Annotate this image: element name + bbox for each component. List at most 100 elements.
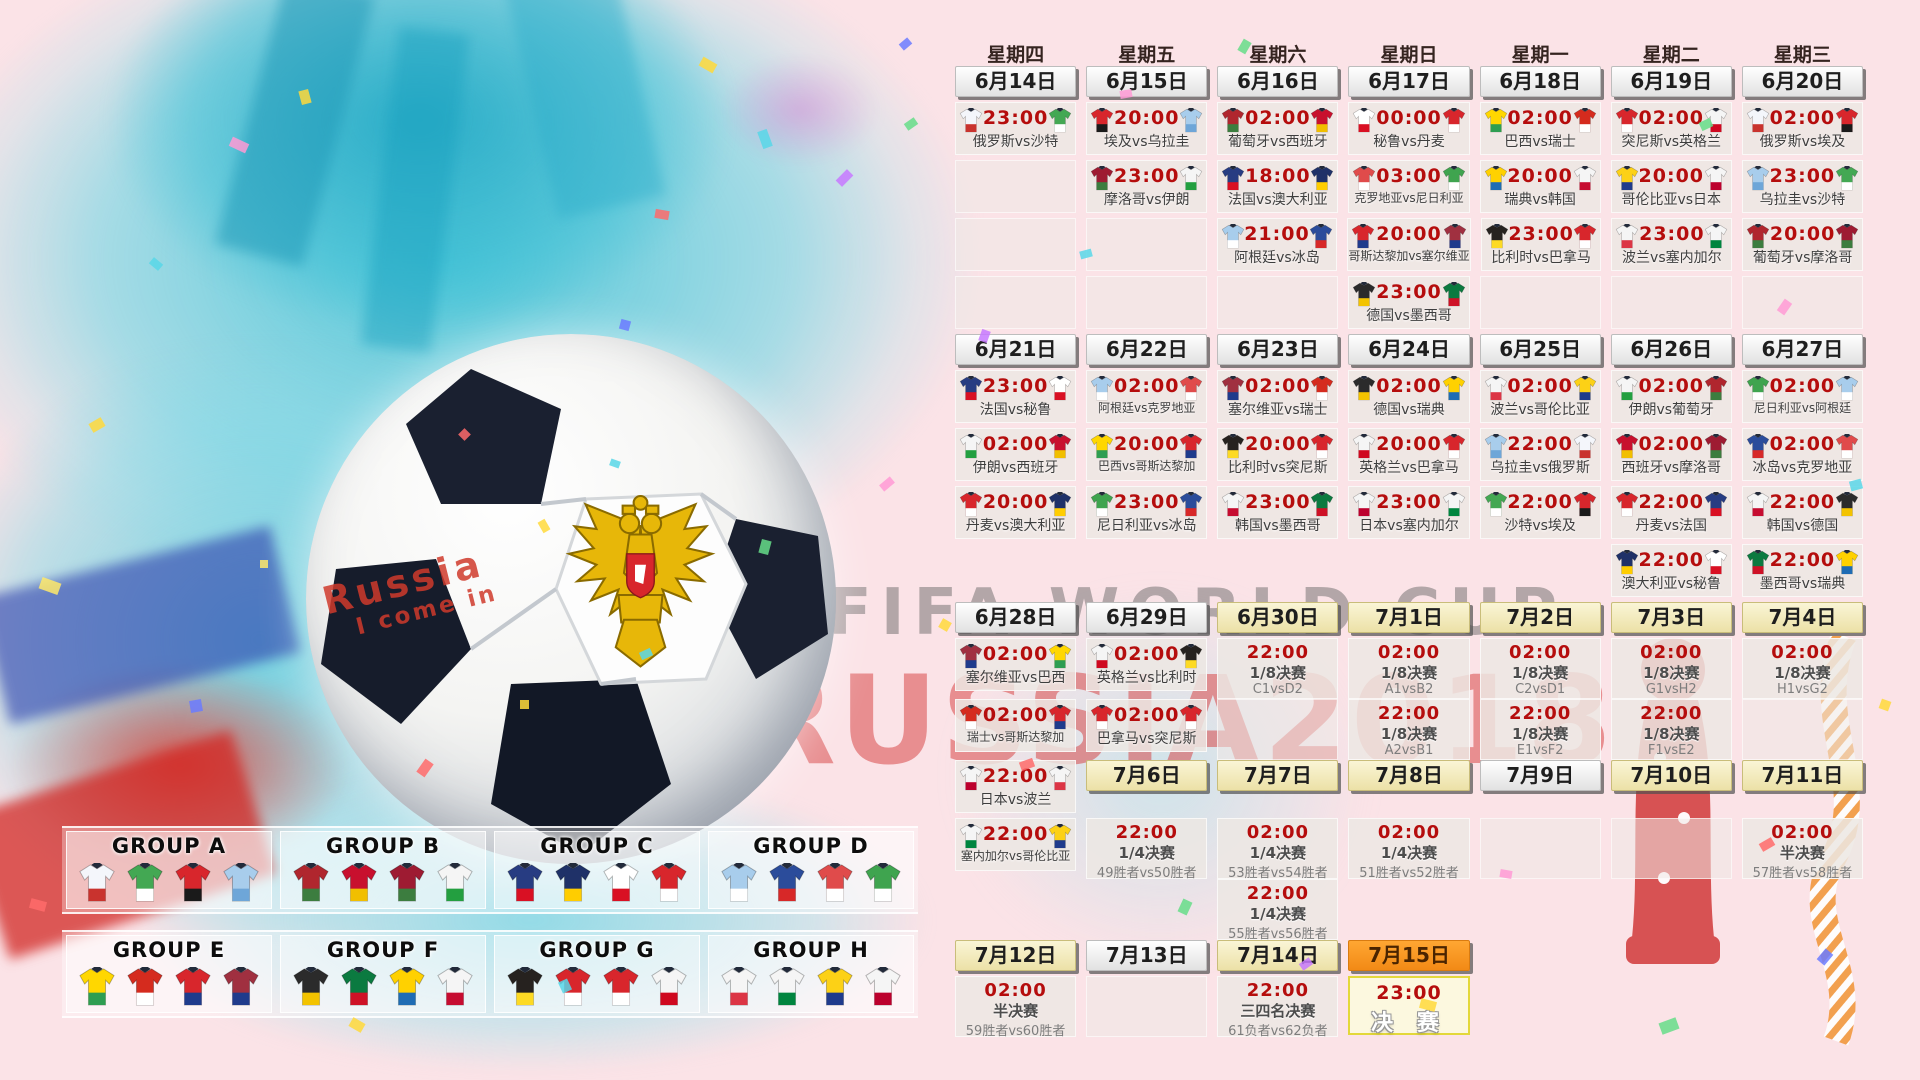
jersey-icon — [1746, 164, 1770, 192]
jersey-icon — [1310, 164, 1334, 192]
match-cell: 23:00 尼日利亚vs冰岛 — [1086, 486, 1208, 539]
match-teams: 波兰vs塞内加尔 — [1622, 250, 1722, 266]
match-time: 02:00 — [1245, 107, 1311, 129]
knockout-cell: 02:00 1/8决赛 H1vsG2 — [1741, 638, 1863, 699]
weekday-label: 星期三 — [1773, 44, 1831, 66]
match-teams: 克罗地亚vs尼日利亚 — [1354, 191, 1464, 205]
match-teams: 比利时vs巴拿马 — [1491, 250, 1591, 266]
knockout-cell: 22:00 1/4决赛 55胜者vs56胜者 — [1217, 879, 1339, 942]
group-box: GROUP B — [280, 831, 486, 909]
jersey-icon — [554, 964, 592, 1008]
match-time: 22:00 — [1246, 980, 1309, 1001]
jersey-icon — [720, 860, 758, 904]
weekday-label: 星期二 — [1642, 44, 1700, 66]
date-box: 7月4日 — [1741, 602, 1863, 633]
empty-cell — [1741, 276, 1863, 329]
jersey-icon — [959, 432, 983, 460]
blank — [1348, 544, 1469, 545]
empty-cell — [1479, 818, 1601, 879]
match-time: 20:00 — [1245, 433, 1311, 455]
group-title: GROUP C — [540, 834, 654, 858]
empty-cell — [1086, 276, 1208, 329]
jersey-icon — [1310, 432, 1334, 460]
weekday-label: 星期六 — [1249, 44, 1307, 66]
date-box: 7月3日 — [1610, 602, 1732, 633]
jersey-icon — [1615, 432, 1639, 460]
match-time: 02:00 — [1638, 107, 1705, 129]
pairing-label: G1vsH2 — [1645, 682, 1697, 697]
group-title: GROUP D — [753, 834, 869, 858]
match-cell: 02:00 瑞士vs哥斯达黎加 — [955, 699, 1077, 752]
match-cell: 23:00 乌拉圭vs沙特 — [1741, 160, 1863, 213]
jersey-icon — [1746, 548, 1770, 576]
match-teams: 澳大利亚vs秘鲁 — [1621, 576, 1722, 592]
match-cell: 20:00 瑞典vs韩国 — [1479, 160, 1601, 213]
match-time: 23:00 — [1639, 223, 1705, 245]
match-cell: 20:00 巴西vs哥斯达黎加 — [1086, 428, 1208, 481]
match-time: 22:00 — [1769, 491, 1836, 513]
jersey-icon — [1090, 642, 1114, 670]
match-teams: 巴西vs哥斯达黎加 — [1098, 459, 1196, 473]
schedule-band: 02:00 瑞士vs哥斯达黎加 02:00 巴拿马vs突尼斯 22:00 1/8… — [955, 699, 1863, 760]
match-cell: 02:00 冰岛vs克罗地亚 — [1741, 428, 1863, 481]
date-box: 7月2日 — [1479, 602, 1601, 633]
match-teams: 法国vs秘鲁 — [979, 402, 1052, 418]
jersey-icon — [506, 964, 544, 1008]
jersey-icon — [959, 374, 983, 402]
match-cell: 22:00 丹麦vs法国 — [1610, 486, 1732, 539]
jersey-icon — [1048, 432, 1072, 460]
match-cell: 21:00 阿根廷vs冰岛 — [1216, 218, 1338, 271]
knockout-cell: 22:00 1/8决赛 C1vsD2 — [1217, 638, 1339, 699]
jersey-icon — [959, 822, 983, 850]
jersey-icon — [1484, 432, 1508, 460]
jersey-icon — [959, 764, 983, 792]
match-teams: 德国vs墨西哥 — [1366, 308, 1452, 324]
jersey-icon — [1835, 548, 1859, 576]
group-title: GROUP A — [111, 834, 227, 858]
knockout-cell: 02:00 半决赛 57胜者vs58胜者 — [1741, 818, 1863, 881]
match-teams: 哥斯达黎加vs塞尔维亚 — [1348, 249, 1470, 263]
jersey-icon — [959, 703, 983, 731]
match-time: 23:00 — [1245, 491, 1311, 513]
date-box: 7月6日 — [1086, 760, 1208, 791]
match-teams: 韩国vs德国 — [1766, 518, 1839, 534]
match-teams: 日本vs塞内加尔 — [1359, 518, 1459, 534]
jersey-icon — [1090, 106, 1114, 134]
match-time: 23:00 — [1113, 165, 1180, 187]
jersey-icon — [1309, 222, 1333, 250]
match-time: 20:00 — [1769, 223, 1836, 245]
match-teams: 葡萄牙vs摩洛哥 — [1752, 250, 1853, 266]
match-time: 02:00 — [1246, 822, 1309, 843]
match-cell: 22:00 乌拉圭vs俄罗斯 — [1479, 428, 1601, 481]
pairing-label: 49胜者vs50胜者 — [1096, 866, 1197, 881]
match-teams: 日本vs波兰 — [979, 792, 1052, 808]
jersey-icon — [1835, 490, 1859, 518]
jersey-icon — [1090, 703, 1114, 731]
empty-cell — [1610, 276, 1732, 329]
jersey-icon — [1310, 490, 1334, 518]
jersey-icon — [340, 964, 378, 1008]
group-jerseys — [715, 860, 907, 904]
empty-cell — [1217, 699, 1339, 760]
jersey-icon — [650, 860, 688, 904]
jersey-icon — [1310, 106, 1334, 134]
knockout-cell: 02:00 1/4决赛 51胜者vs52胜者 — [1348, 818, 1470, 881]
schedule-band: 7月12日 7月13日 7月14日 7月15日 — [955, 940, 1863, 971]
jersey-icon — [1485, 222, 1509, 250]
jersey-icon — [1615, 106, 1639, 134]
jersey-icon — [222, 964, 260, 1008]
schedule-band: 02:00 半决赛 59胜者vs60胜者 22:00 三四名决赛 61负者vs6… — [955, 976, 1863, 1039]
match-cell: 20:00 比利时vs突尼斯 — [1217, 428, 1339, 481]
schedule-band: 23:00 德国vs墨西哥 — [955, 276, 1863, 329]
jersey-icon — [816, 964, 854, 1008]
jersey-icon — [1090, 490, 1114, 518]
jersey-icon — [768, 964, 806, 1008]
jersey-icon — [1090, 164, 1114, 192]
date-box: 6月30日 — [1217, 602, 1339, 633]
group-title: GROUP F — [326, 938, 440, 962]
date-box: 6月24日 — [1348, 334, 1470, 365]
jersey-icon — [1179, 490, 1203, 518]
match-time: 02:00 — [1507, 107, 1573, 129]
jersey-icon — [1179, 164, 1203, 192]
match-teams: 葡萄牙vs西班牙 — [1228, 134, 1328, 150]
